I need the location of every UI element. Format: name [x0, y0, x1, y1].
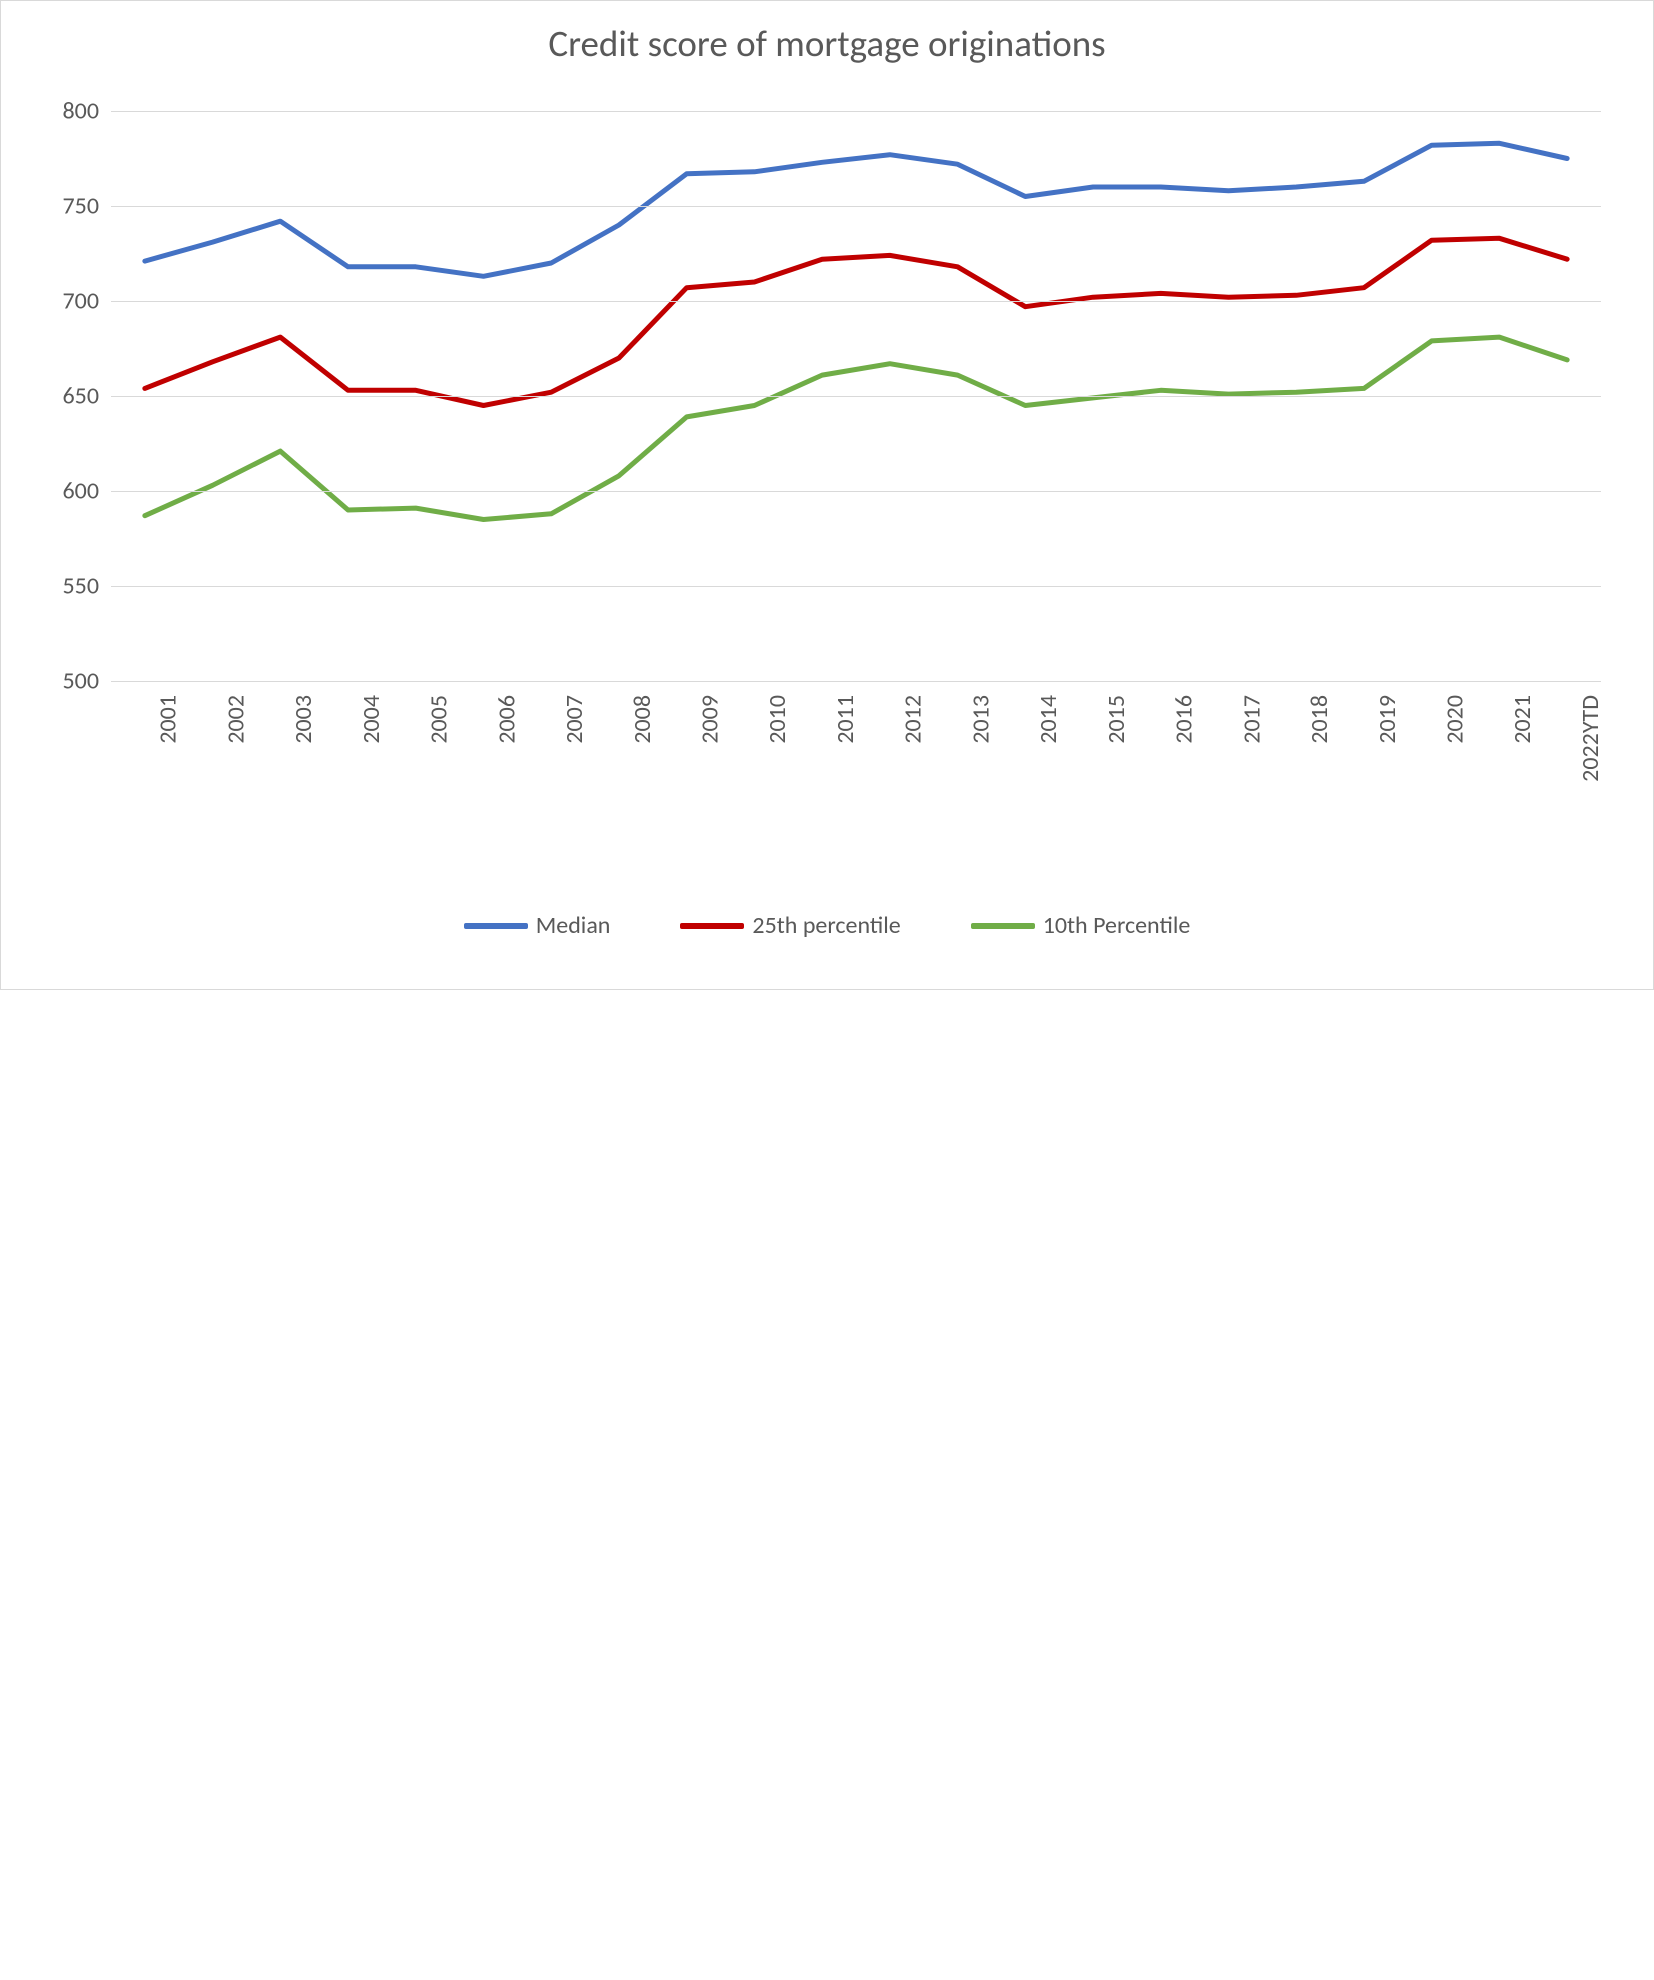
x-axis-tick-label: 2010	[763, 695, 792, 1457]
x-axis-tick-label: 2008	[628, 695, 657, 1322]
y-axis-tick-label: 550	[1, 572, 99, 601]
y-axis-tick-label: 600	[1, 477, 99, 506]
x-axis-tick-label: 2021	[1508, 695, 1537, 1980]
gridline	[111, 111, 1601, 112]
series-line	[145, 238, 1567, 405]
x-axis-tick-label: 2018	[1305, 695, 1334, 1980]
series-line	[145, 337, 1567, 519]
x-axis-tick-label: 2014	[1034, 695, 1063, 1728]
y-axis-tick-label: 500	[1, 667, 99, 696]
y-axis-tick-label: 800	[1, 97, 99, 126]
y-axis-tick-label: 750	[1, 192, 99, 221]
x-axis-tick-label: 2002	[221, 695, 250, 915]
gridline	[111, 681, 1601, 682]
x-axis-tick-label: 2004	[357, 695, 386, 1051]
x-axis-tick-label: 2001	[154, 695, 183, 848]
legend-item: 10th Percentile	[971, 911, 1191, 940]
x-axis-tick-label: 2011	[831, 695, 860, 1525]
x-axis-tick-label: 2020	[1440, 695, 1469, 1980]
chart-container: Credit score of mortgage originations Me…	[0, 0, 1654, 990]
x-axis-tick-label: 2015	[1102, 695, 1131, 1796]
x-axis-tick-label: 2013	[966, 695, 995, 1660]
chart-title: Credit score of mortgage originations	[1, 21, 1653, 66]
gridline	[111, 491, 1601, 492]
plot-area	[111, 111, 1601, 681]
x-axis-tick-label: 2017	[1237, 695, 1266, 1931]
x-axis-tick-label: 2022YTD	[1576, 695, 1605, 1980]
x-axis-tick-label: 2016	[1170, 695, 1199, 1864]
y-axis-tick-label: 650	[1, 382, 99, 411]
x-axis-tick-label: 2007	[560, 695, 589, 1254]
gridline	[111, 301, 1601, 302]
y-axis-tick-label: 700	[1, 287, 99, 316]
gridline	[111, 206, 1601, 207]
x-axis-tick-label: 2009	[695, 695, 724, 1389]
x-axis-tick-label: 2012	[899, 695, 928, 1593]
gridline	[111, 396, 1601, 397]
gridline	[111, 586, 1601, 587]
x-axis-tick-label: 2019	[1373, 695, 1402, 1980]
x-axis-tick-label: 2006	[492, 695, 521, 1186]
x-axis-tick-label: 2003	[289, 695, 318, 983]
x-axis-tick-label: 2005	[425, 695, 454, 1119]
